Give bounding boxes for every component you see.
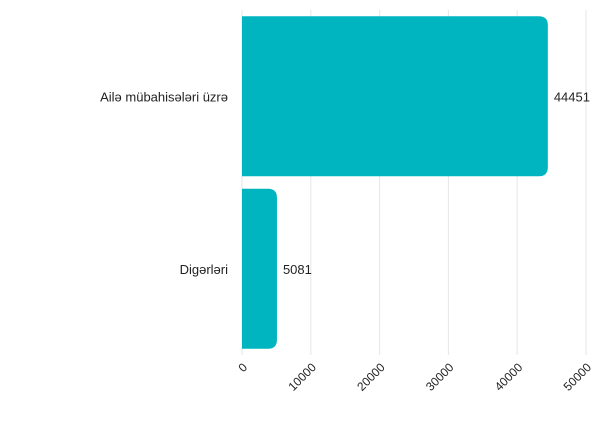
x-tick-label-3: 30000 <box>423 360 457 394</box>
bar-0 <box>242 16 548 177</box>
category-label-0: Ailə mübahisələri üzrə <box>100 89 228 104</box>
data-labels: 44451 5081 <box>283 89 590 277</box>
data-label-1: 5081 <box>283 262 312 277</box>
category-labels: Ailə mübahisələri üzrə Digərləri <box>100 89 228 277</box>
x-tick-label-0: 0 <box>235 360 250 375</box>
bar-1 <box>242 188 277 349</box>
category-label-1: Digərləri <box>180 262 229 277</box>
x-axis-ticks: 0 10000 20000 30000 40000 50000 <box>235 360 594 394</box>
x-tick-label-5: 50000 <box>561 360 595 394</box>
data-label-0: 44451 <box>554 89 590 104</box>
x-tick-label-1: 10000 <box>285 360 319 394</box>
x-tick-label-2: 20000 <box>354 360 388 394</box>
bars <box>242 16 548 349</box>
x-tick-label-4: 40000 <box>492 360 526 394</box>
